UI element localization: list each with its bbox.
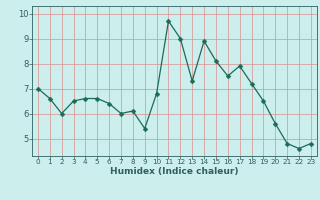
X-axis label: Humidex (Indice chaleur): Humidex (Indice chaleur) <box>110 167 239 176</box>
